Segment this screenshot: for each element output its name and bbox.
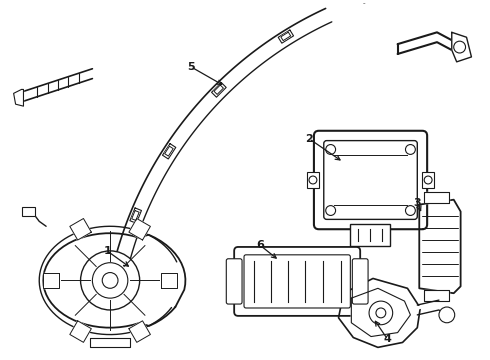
FancyBboxPatch shape: [234, 247, 360, 316]
Polygon shape: [424, 290, 449, 301]
Circle shape: [369, 301, 392, 325]
FancyBboxPatch shape: [244, 255, 350, 308]
Bar: [22, 207, 35, 216]
FancyBboxPatch shape: [324, 141, 417, 219]
Circle shape: [102, 273, 118, 288]
FancyBboxPatch shape: [352, 259, 368, 304]
Polygon shape: [163, 144, 176, 159]
Polygon shape: [91, 338, 130, 347]
Circle shape: [406, 145, 416, 154]
Polygon shape: [424, 192, 449, 203]
Polygon shape: [129, 321, 150, 342]
Circle shape: [309, 176, 317, 184]
Text: 2: 2: [305, 134, 313, 144]
Polygon shape: [43, 273, 59, 288]
Polygon shape: [129, 219, 150, 240]
Polygon shape: [351, 288, 411, 337]
Circle shape: [326, 206, 336, 215]
FancyBboxPatch shape: [226, 259, 242, 304]
Circle shape: [326, 145, 336, 154]
Polygon shape: [214, 85, 223, 94]
Polygon shape: [165, 146, 173, 156]
Circle shape: [424, 176, 432, 184]
Circle shape: [376, 308, 386, 318]
Circle shape: [80, 251, 140, 310]
FancyBboxPatch shape: [350, 224, 390, 246]
Text: 6: 6: [256, 240, 264, 250]
Polygon shape: [419, 200, 461, 293]
Polygon shape: [70, 219, 91, 240]
Polygon shape: [339, 278, 420, 347]
Polygon shape: [362, 0, 377, 3]
Polygon shape: [130, 208, 142, 223]
Polygon shape: [212, 82, 226, 97]
Polygon shape: [365, 0, 374, 1]
Text: 4: 4: [384, 334, 392, 345]
Polygon shape: [452, 32, 471, 62]
Circle shape: [454, 41, 465, 53]
Text: 1: 1: [103, 246, 111, 256]
Circle shape: [93, 263, 128, 298]
FancyBboxPatch shape: [422, 172, 434, 188]
Text: 5: 5: [187, 62, 195, 72]
Polygon shape: [70, 321, 91, 342]
Text: 3: 3: [414, 198, 421, 208]
Polygon shape: [161, 273, 177, 288]
FancyBboxPatch shape: [307, 172, 319, 188]
FancyBboxPatch shape: [314, 131, 427, 229]
Circle shape: [406, 206, 416, 215]
Circle shape: [439, 307, 455, 323]
Polygon shape: [278, 30, 294, 43]
Polygon shape: [132, 211, 139, 220]
Polygon shape: [14, 89, 24, 106]
Polygon shape: [43, 233, 185, 328]
Polygon shape: [281, 32, 291, 41]
